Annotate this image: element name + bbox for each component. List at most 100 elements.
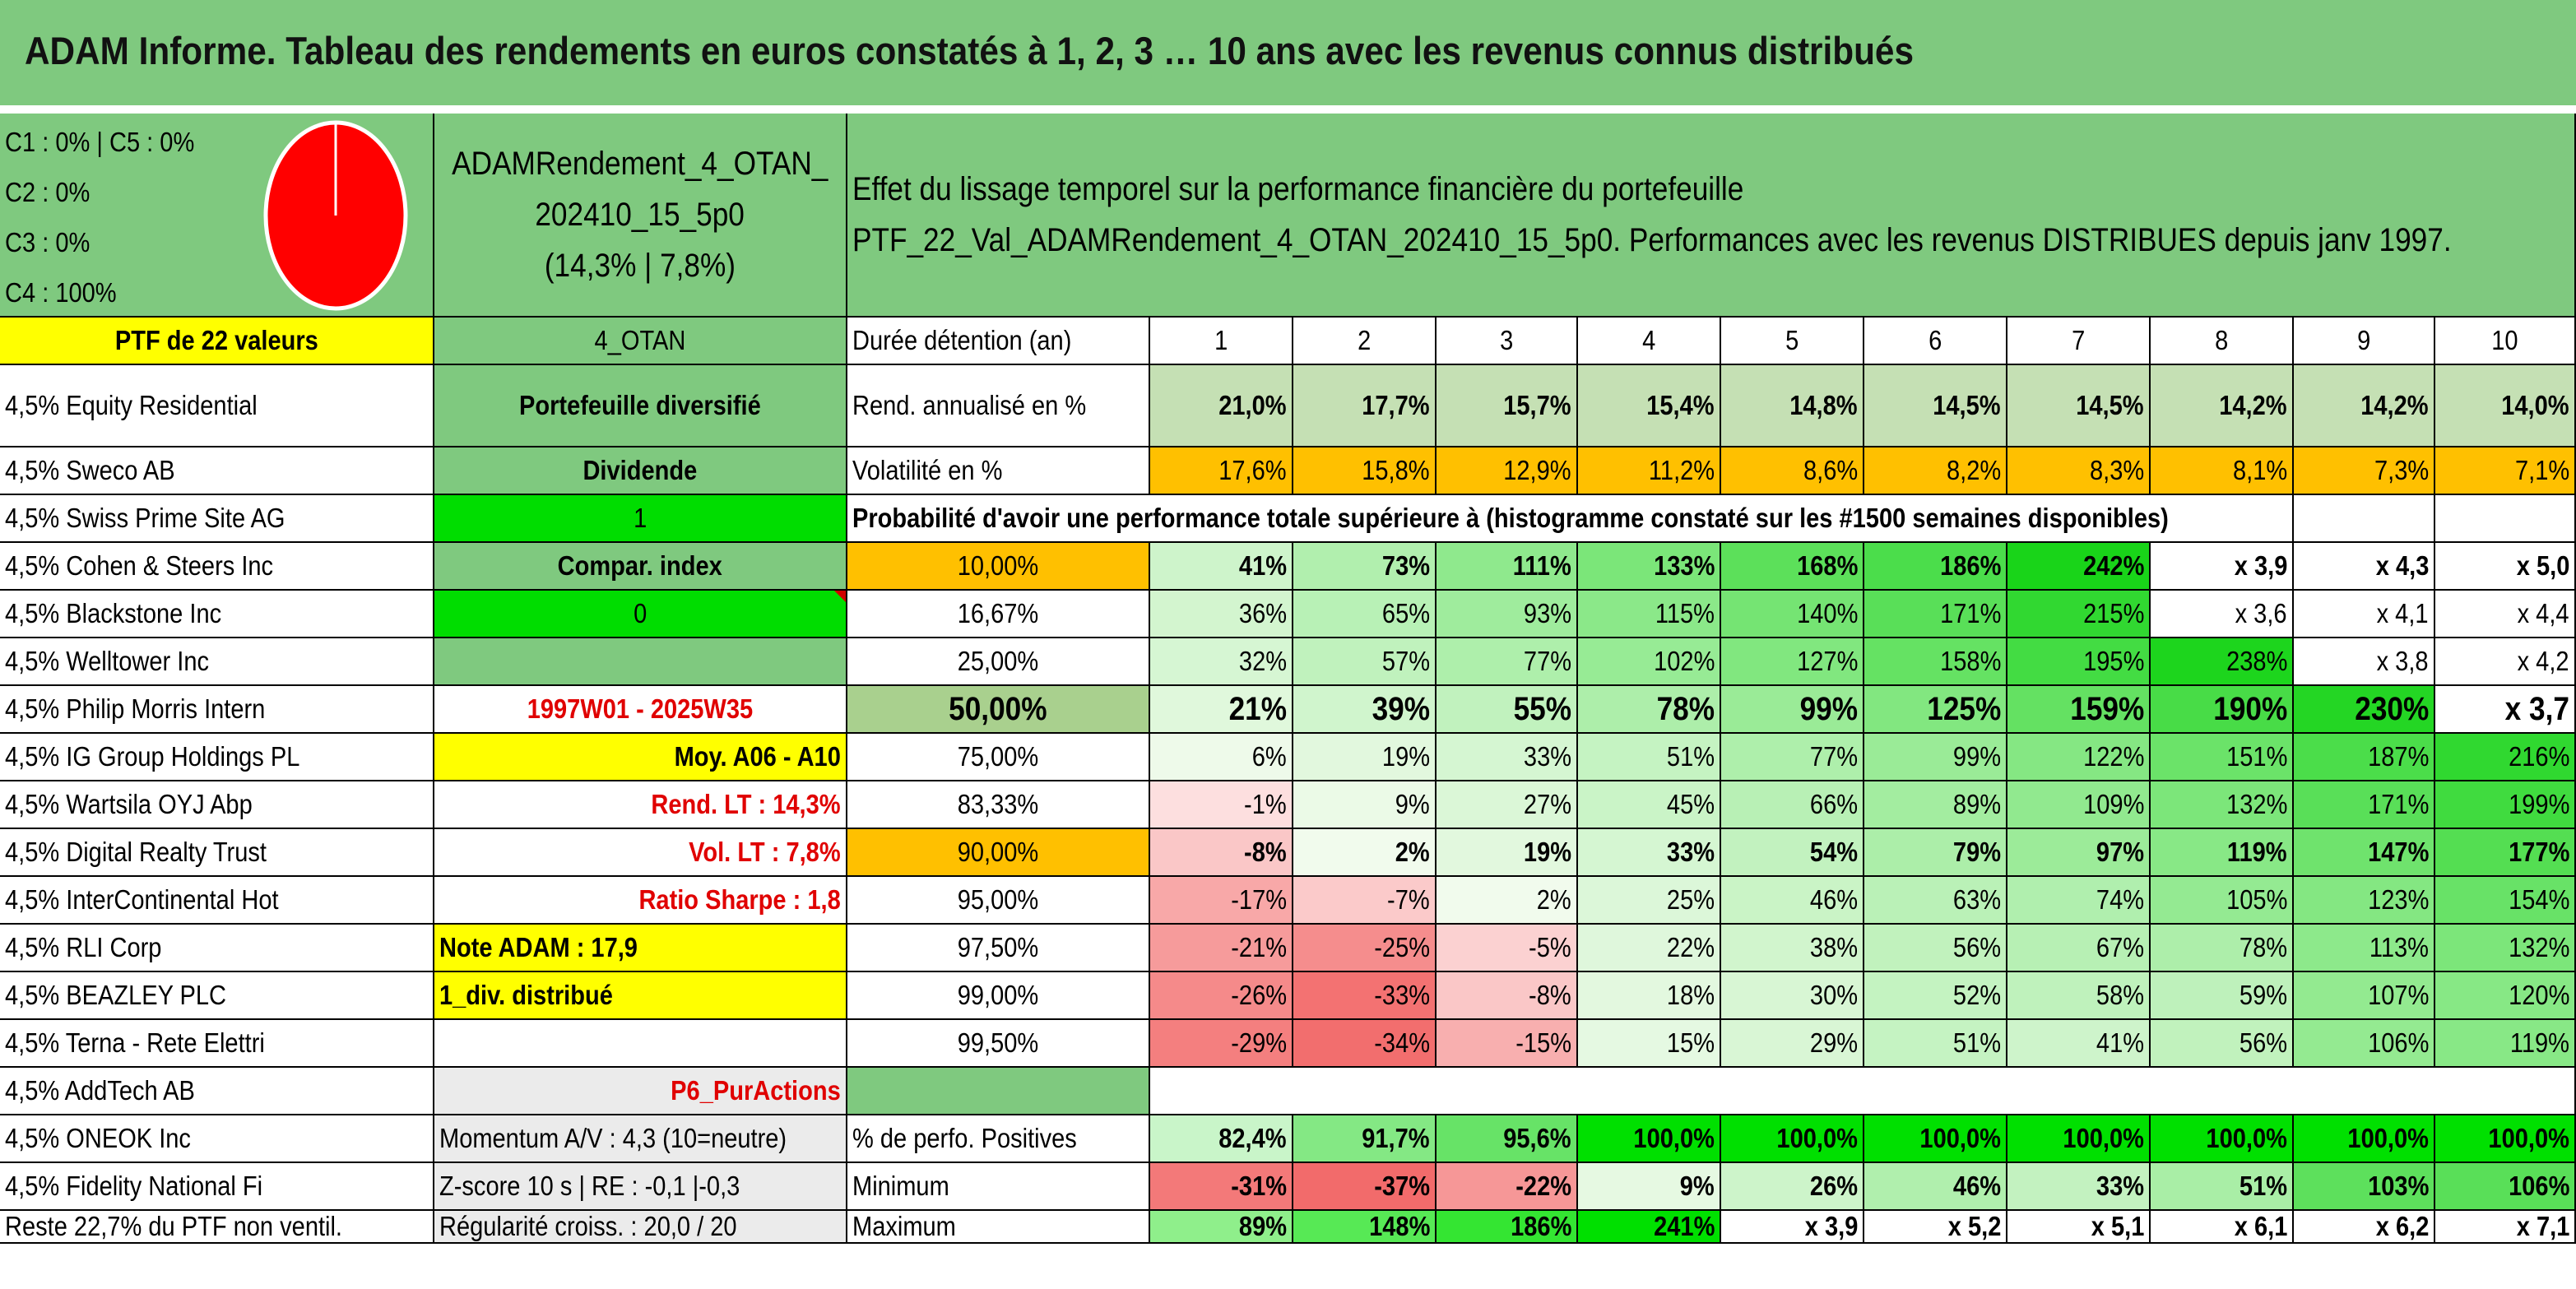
probability-value-text: 77% xyxy=(1523,646,1571,676)
positive-value-text: 100,0% xyxy=(2206,1123,2287,1153)
probability-value: 58% xyxy=(2007,972,2151,1020)
probability-value: x 4,3 xyxy=(2294,543,2435,591)
vol-value: 8,1% xyxy=(2151,447,2294,495)
probability-value-text: -15% xyxy=(1515,1027,1571,1058)
probability-value-text: 186% xyxy=(1939,550,2001,581)
info-p6: P6_PurActions xyxy=(434,1068,847,1115)
probability-value-text: 168% xyxy=(1796,550,1858,581)
probability-value-text: 187% xyxy=(2367,741,2429,772)
probability-value: 51% xyxy=(1578,734,1721,781)
holding-row-text: 4,5% Digital Realty Trust xyxy=(5,837,267,867)
holding-row-text: 4,5% Wartsila OYJ Abp xyxy=(5,789,253,819)
rend-value-text: 15,4% xyxy=(1646,390,1715,420)
minimum-value-text: 9% xyxy=(1680,1171,1715,1201)
rend-value: 14,0% xyxy=(2435,365,2576,447)
holding-row: 4,5% Terna - Rete Elettri xyxy=(0,1020,434,1068)
probability-value-text: 102% xyxy=(1653,646,1715,676)
vol-value: 7,1% xyxy=(2435,447,2576,495)
probability-value-text: 58% xyxy=(2096,980,2144,1010)
probability-value: -25% xyxy=(1293,925,1437,972)
allocation-line: C3 : 0% xyxy=(5,227,91,257)
vol-value-text: 8,1% xyxy=(2232,455,2287,485)
maximum-value-text: 148% xyxy=(1368,1211,1430,1241)
probability-value-text: 111% xyxy=(1512,550,1571,581)
probability-value: -33% xyxy=(1293,972,1437,1020)
probability-value-text: 171% xyxy=(1939,598,2001,628)
probability-value-text: 41% xyxy=(2096,1027,2144,1058)
info-empty xyxy=(434,1020,847,1068)
probability-value-text: 238% xyxy=(2226,646,2287,676)
probability-threshold-text: 97,50% xyxy=(957,932,1039,962)
vol-value: 17,6% xyxy=(1150,447,1293,495)
holding-row-text: 4,5% InterContinental Hot xyxy=(5,884,279,915)
probability-value-text: 140% xyxy=(1796,598,1858,628)
allocation-line: C4 : 100% xyxy=(5,277,117,308)
vol-value: 8,6% xyxy=(1721,447,1864,495)
holding-row-text: 4,5% Welltower Inc xyxy=(5,646,210,676)
probability-value-text: 159% xyxy=(2069,690,2144,727)
probability-value: 36% xyxy=(1150,591,1293,638)
vol-value-text: 11,2% xyxy=(1648,455,1715,485)
year-header: 8 xyxy=(2151,318,2294,365)
info-period-text: 1997W01 - 2025W35 xyxy=(527,693,754,724)
minimum-value-text: 33% xyxy=(2096,1171,2144,1201)
holding-row-text: 4,5% RLI Corp xyxy=(5,932,162,962)
report-title: ADAM Informe. Tableau des rendements en … xyxy=(25,29,1914,72)
minimum-value: 51% xyxy=(2151,1163,2294,1211)
probability-value: 27% xyxy=(1437,781,1578,829)
probability-value: 30% xyxy=(1721,972,1864,1020)
probability-value: -29% xyxy=(1150,1020,1293,1068)
year-header-text: 8 xyxy=(2214,325,2229,355)
probability-value: 67% xyxy=(2007,925,2151,972)
probability-value-text: 215% xyxy=(2082,598,2144,628)
probability-value: 215% xyxy=(2007,591,2151,638)
probability-threshold-text: 75,00% xyxy=(957,741,1039,772)
probability-value-text: 119% xyxy=(2509,1027,2569,1058)
holding-row-text: 4,5% Swiss Prime Site AG xyxy=(5,503,285,533)
vol-label-text: Volatilité en % xyxy=(852,455,1003,485)
info-moy: Moy. A06 - A10 xyxy=(434,734,847,781)
maximum-value-text: x 5,1 xyxy=(2091,1211,2144,1241)
probability-value-text: 18% xyxy=(1666,980,1715,1010)
probability-value: 41% xyxy=(1150,543,1293,591)
probability-threshold-text: 10,00% xyxy=(957,550,1039,581)
probability-value: -1% xyxy=(1150,781,1293,829)
probability-value-text: 106% xyxy=(2367,1027,2429,1058)
probability-value: 105% xyxy=(2151,877,2294,925)
probability-value: 186% xyxy=(1864,543,2007,591)
probability-value-text: x 3,6 xyxy=(2235,598,2287,628)
probability-value: 109% xyxy=(2007,781,2151,829)
probability-value-text: 122% xyxy=(2082,741,2144,772)
probability-value-text: 73% xyxy=(1381,550,1430,581)
probability-value-text: 57% xyxy=(1381,646,1430,676)
positive-value-text: 100,0% xyxy=(2063,1123,2144,1153)
probability-threshold: 99,50% xyxy=(847,1020,1150,1068)
info-div_count: 1_div. distribué xyxy=(434,972,847,1020)
minimum-value-text: -22% xyxy=(1515,1171,1571,1201)
probability-value-text: 119% xyxy=(2227,837,2287,867)
maximum-value: x 3,9 xyxy=(1721,1211,1864,1244)
holding-row: 4,5% Wartsila OYJ Abp xyxy=(0,781,434,829)
probability-value: 195% xyxy=(2007,638,2151,686)
probability-value-text: x 4,3 xyxy=(2375,550,2429,581)
probability-value-text: 29% xyxy=(1809,1027,1858,1058)
year-header-text: 4 xyxy=(1641,325,1656,355)
minimum-value: -37% xyxy=(1293,1163,1437,1211)
probability-value: 158% xyxy=(1864,638,2007,686)
probability-threshold-text: 99,00% xyxy=(957,980,1039,1010)
allocation-panel: C1 : 0% | C5 : 0% C2 : 0% C3 : 0% C4 : 100% xyxy=(0,114,434,318)
vol-value: 15,8% xyxy=(1293,447,1437,495)
year-header: 5 xyxy=(1721,318,1864,365)
year-header-text: 1 xyxy=(1214,325,1228,355)
info-flag0: 0 xyxy=(434,591,847,638)
info-note-text: Note ADAM : 17,9 xyxy=(439,932,638,962)
minimum-value-text: 51% xyxy=(2239,1171,2287,1201)
holding-row: 4,5% Equity Residential xyxy=(0,365,434,447)
probability-value-text: 41% xyxy=(1238,550,1287,581)
probability-value: x 4,2 xyxy=(2435,638,2576,686)
vol-value: 7,3% xyxy=(2294,447,2435,495)
probability-value: -7% xyxy=(1293,877,1437,925)
minimum-value-text: 106% xyxy=(2508,1171,2569,1201)
rend-value-text: 15,7% xyxy=(1503,390,1571,420)
holding-row: 4,5% Digital Realty Trust xyxy=(0,829,434,877)
